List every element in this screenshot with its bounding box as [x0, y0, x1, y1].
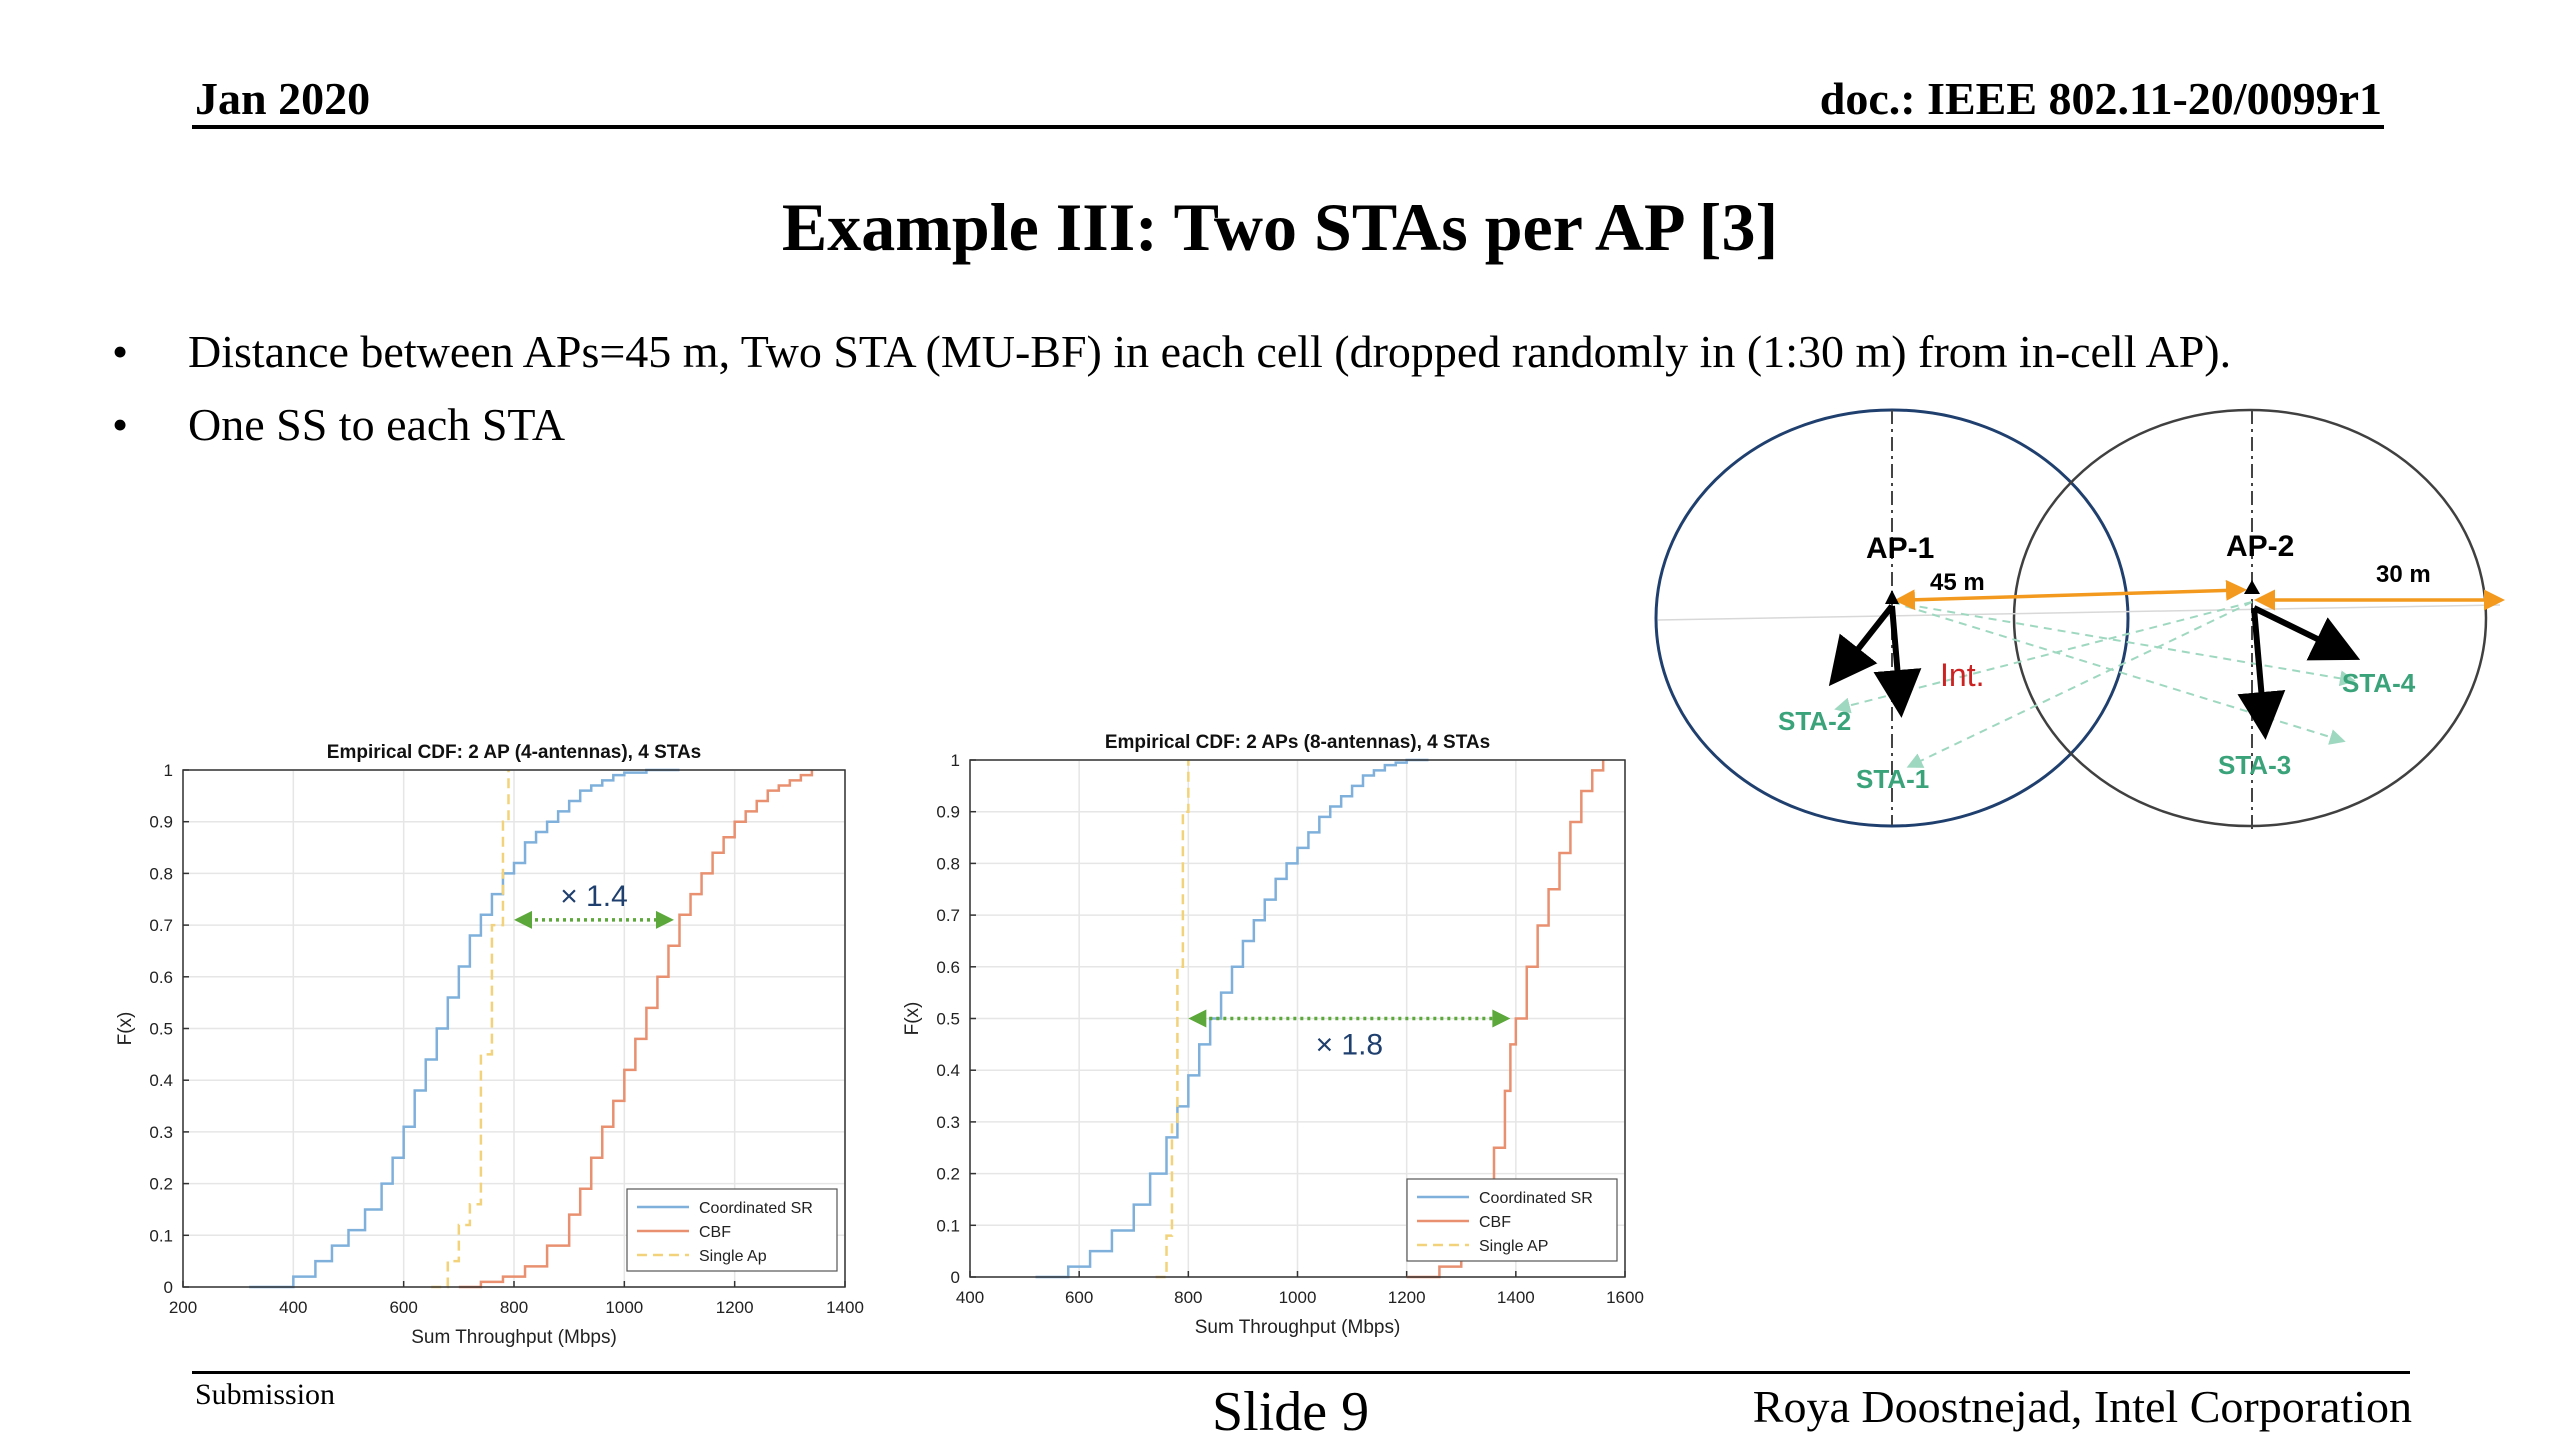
ap1-marker — [1885, 590, 1899, 604]
bullet-dot: • — [112, 399, 129, 450]
cell-2-circle — [2012, 408, 2488, 828]
series-line-0 — [1035, 758, 1429, 1279]
cdf-chart-4-antennas: 200 400 600 800 1000 1200 1400 0 0.1 0.2 0.3 0.4 0.5… — [115, 742, 864, 1348]
axis-horizontal — [1657, 604, 2501, 621]
bullet-item: • One SS to each STA — [108, 398, 565, 451]
distance-arrow — [1894, 579, 2247, 611]
annotation-arrow-left — [514, 910, 532, 929]
y-tick-label: 0.5 — [936, 1010, 960, 1029]
y-tick-label: 1 — [164, 761, 173, 780]
x-axis-label: Sum Throughput (Mbps) — [1195, 1317, 1401, 1338]
annotation-label: × 1.4 — [560, 880, 628, 913]
footer-rule — [192, 1371, 2410, 1374]
y-tick-label: 0.2 — [149, 1175, 173, 1194]
x-tick-label: 1400 — [826, 1298, 864, 1317]
x-tick-label: 800 — [500, 1298, 528, 1317]
sta3-label: STA-3 — [2218, 750, 2291, 780]
annotation-arrow-right — [655, 910, 674, 929]
x-tick-label: 400 — [279, 1298, 307, 1317]
legend-entry-0: Coordinated SR — [699, 1200, 813, 1217]
series-line-1 — [458, 770, 814, 1289]
y-tick-label: 0.1 — [936, 1216, 960, 1235]
x-axis-label: Sum Throughput (Mbps) — [411, 1327, 617, 1348]
x-tick-label: 1200 — [716, 1298, 754, 1317]
y-tick-label: 0.6 — [149, 968, 173, 987]
bullet-item: • Distance between APs=45 m, Two STA (MU-… — [108, 325, 2231, 378]
series-line-2 — [431, 770, 510, 1289]
y-tick-label: 0.1 — [149, 1226, 173, 1245]
cdf-chart-8-antennas: 400 600 800 1000 1200 1400 1600 0 0.1 0.2 0.3 0.4 0.… — [902, 732, 1644, 1338]
header-date: Jan 2020 — [195, 73, 371, 124]
y-tick-label: 0.3 — [149, 1123, 173, 1142]
x-tick-label: 600 — [389, 1298, 417, 1317]
series-line-2 — [1155, 760, 1190, 1279]
x-tick-label: 1200 — [1388, 1288, 1426, 1307]
y-tick-label: 0.6 — [936, 958, 960, 977]
distance-label: 45 m — [1930, 569, 1985, 596]
ap2-marker — [2244, 580, 2260, 594]
x-tick-label: 600 — [1065, 1288, 1093, 1307]
y-tick-label: 0 — [164, 1278, 173, 1297]
chart-title: Empirical CDF: 2 AP (4-antennas), 4 STAs — [327, 742, 701, 763]
legend-entry-1: CBF — [1479, 1214, 1511, 1231]
header-doc-id: doc.: IEEE 802.11-20/0099r1 — [1819, 73, 2382, 124]
plot-frame — [182, 769, 846, 1288]
x-tick-label: 1400 — [1497, 1288, 1535, 1307]
y-tick-label: 0.5 — [149, 1020, 173, 1039]
interference-links — [1834, 601, 2356, 768]
slide-title: Example III: Two STAs per AP [3] — [781, 189, 1779, 265]
x-tick-label: 400 — [956, 1288, 984, 1307]
plot-frame — [969, 759, 1626, 1278]
interference-label: Int. — [1940, 657, 1984, 693]
ap2-label: AP-2 — [2226, 530, 2294, 563]
y-tick-label: 0.9 — [149, 813, 173, 832]
network-diagram: AP-1 AP-2 45 m 30 m Int. STA-1 STA-2 STA… — [1654, 408, 2505, 830]
y-tick-label: 0 — [951, 1268, 960, 1287]
y-tick-label: 0.7 — [936, 906, 960, 925]
legend-entry-1: CBF — [699, 1224, 731, 1241]
y-tick-label: 0.3 — [936, 1113, 960, 1132]
y-tick-label: 0.7 — [149, 916, 173, 935]
sta1-label: STA-1 — [1856, 764, 1929, 794]
y-tick-label: 0.9 — [936, 803, 960, 822]
y-tick-label: 0.8 — [936, 854, 960, 873]
ap1-label: AP-1 — [1866, 532, 1934, 565]
y-tick-label: 1 — [951, 751, 960, 770]
footer-author: Roya Doostnejad, Intel Corporation — [1752, 1381, 2412, 1432]
bullet-dot: • — [112, 326, 129, 377]
y-tick-label: 0.2 — [936, 1165, 960, 1184]
bullet-text: One SS to each STA — [188, 399, 566, 450]
x-tick-label: 200 — [169, 1298, 197, 1317]
y-axis-label: F(x) — [115, 1012, 136, 1046]
legend-entry-2: Single Ap — [699, 1248, 767, 1265]
series-line-0 — [249, 768, 680, 1289]
annotation-label: × 1.8 — [1316, 1029, 1384, 1062]
x-tick-label: 1000 — [605, 1298, 643, 1317]
y-tick-label: 0.4 — [149, 1071, 173, 1090]
beam-arrows — [1828, 604, 2361, 740]
legend-entry-2: Single AP — [1479, 1238, 1548, 1255]
y-axis-label: F(x) — [902, 1002, 923, 1036]
radius-label: 30 m — [2376, 561, 2431, 588]
sta4-label: STA-4 — [2342, 668, 2416, 698]
legend-entry-0: Coordinated SR — [1479, 1190, 1593, 1207]
slide-number: Slide 9 — [1212, 1381, 1370, 1443]
bullet-text: Distance between APs=45 m, Two STA (MU-B… — [188, 326, 2232, 377]
y-tick-label: 0.8 — [149, 864, 173, 883]
footer-submission: Submission — [195, 1378, 336, 1411]
annotation-arrow-right — [1492, 1009, 1511, 1028]
y-tick-label: 0.4 — [936, 1061, 960, 1080]
x-tick-label: 800 — [1174, 1288, 1202, 1307]
x-tick-label: 1000 — [1279, 1288, 1317, 1307]
sta2-label: STA-2 — [1778, 706, 1851, 736]
x-tick-label: 1600 — [1606, 1288, 1644, 1307]
chart-title: Empirical CDF: 2 APs (8-antennas), 4 STA… — [1105, 732, 1490, 753]
annotation-arrow-left — [1188, 1009, 1207, 1028]
header-rule — [192, 125, 2384, 129]
